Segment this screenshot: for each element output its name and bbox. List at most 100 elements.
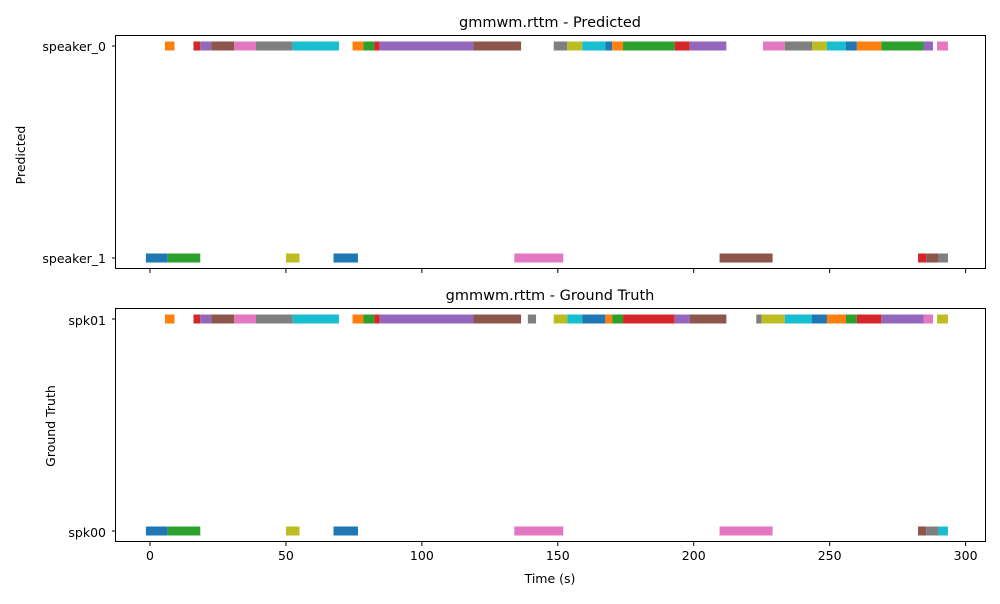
segment-speaker_0-15 <box>605 41 613 51</box>
segment-speaker_0-12 <box>553 41 568 51</box>
segment-spk01-26 <box>845 314 857 324</box>
segment-spk01-30 <box>937 314 948 324</box>
segment-speaker_0-7 <box>352 41 364 51</box>
segment-speaker_0-6 <box>292 41 339 51</box>
segment-speaker_0-0 <box>164 41 175 51</box>
predicted-y-axis-label: Predicted <box>13 126 28 185</box>
segment-spk01-19 <box>674 314 690 324</box>
x-tick-label: 200 <box>682 548 706 563</box>
segment-speaker_0-20 <box>763 41 785 51</box>
ground-truth-title: gmmwm.rttm - Ground Truth <box>446 288 655 304</box>
segment-spk01-25 <box>826 314 846 324</box>
segment-speaker_0-24 <box>845 41 857 51</box>
segment-speaker_0-9 <box>374 41 380 51</box>
segment-speaker_0-1 <box>193 41 201 51</box>
segment-spk00-39 <box>938 526 948 536</box>
segment-spk00-38 <box>926 526 939 536</box>
y-tick-label-spk00: spk00 <box>68 525 106 540</box>
segment-spk01-10 <box>379 314 474 324</box>
segment-spk01-18 <box>623 314 675 324</box>
segment-speaker_0-4 <box>234 41 257 51</box>
x-axis-label: Time (s) <box>524 571 576 586</box>
segment-spk00-34 <box>333 526 358 536</box>
segment-spk01-15 <box>582 314 606 324</box>
segment-speaker_1-31 <box>285 253 300 263</box>
predicted-segments <box>145 41 948 263</box>
segment-speaker_0-5 <box>256 41 293 51</box>
segment-speaker_1-29 <box>145 253 168 263</box>
segment-spk00-36 <box>719 526 773 536</box>
segment-spk01-29 <box>923 314 933 324</box>
segment-speaker_1-32 <box>333 253 358 263</box>
segment-spk01-13 <box>553 314 568 324</box>
x-tick-label: 150 <box>546 548 570 563</box>
segment-spk01-22 <box>761 314 785 324</box>
segment-spk01-1 <box>193 314 201 324</box>
segment-spk01-21 <box>756 314 762 324</box>
segment-spk01-4 <box>234 314 257 324</box>
segment-speaker_0-8 <box>363 41 375 51</box>
segment-speaker_1-34 <box>719 253 773 263</box>
segment-spk01-17 <box>612 314 624 324</box>
segment-spk01-6 <box>292 314 339 324</box>
x-tick-label: 300 <box>954 548 978 563</box>
ground-truth-plot-frame <box>115 308 986 542</box>
segment-speaker_0-21 <box>784 41 812 51</box>
segment-spk00-35 <box>514 526 564 536</box>
y-tick-label-speaker-0: speaker_0 <box>42 39 106 54</box>
segment-spk01-23 <box>784 314 812 324</box>
segment-speaker_1-30 <box>167 253 201 263</box>
segment-speaker_1-37 <box>938 253 948 263</box>
segment-speaker_0-23 <box>826 41 846 51</box>
y-tick-label-spk01: spk01 <box>68 313 106 328</box>
segment-speaker_0-14 <box>582 41 606 51</box>
segment-speaker_0-28 <box>937 41 948 51</box>
segment-speaker_0-19 <box>689 41 727 51</box>
segment-spk01-5 <box>256 314 293 324</box>
predicted-title: gmmwm.rttm - Predicted <box>459 15 641 31</box>
segment-speaker_0-26 <box>881 41 924 51</box>
segment-speaker_0-25 <box>856 41 882 51</box>
segment-spk01-8 <box>363 314 375 324</box>
segment-speaker_0-22 <box>812 41 827 51</box>
predicted-plot-frame <box>115 35 986 269</box>
segment-spk01-11 <box>473 314 522 324</box>
segment-speaker_1-33 <box>514 253 564 263</box>
segment-spk00-37 <box>918 526 927 536</box>
x-tick-label: 100 <box>410 548 434 563</box>
ground-truth-panel: gmmwm.rttm - Ground Truth Ground Truth s… <box>43 288 986 586</box>
segment-speaker_0-3 <box>211 41 235 51</box>
segment-spk01-9 <box>374 314 380 324</box>
x-tick-label: 50 <box>278 548 294 563</box>
segment-spk01-2 <box>200 314 212 324</box>
segment-spk01-16 <box>605 314 613 324</box>
segment-speaker_0-27 <box>923 41 933 51</box>
segment-spk01-27 <box>856 314 882 324</box>
segment-speaker_0-17 <box>623 41 675 51</box>
ground-truth-segments <box>145 314 948 536</box>
segment-spk00-32 <box>167 526 201 536</box>
segment-speaker_0-13 <box>567 41 583 51</box>
segment-speaker_0-11 <box>473 41 522 51</box>
segment-speaker_0-16 <box>612 41 624 51</box>
segment-spk01-14 <box>567 314 583 324</box>
segment-spk01-7 <box>352 314 364 324</box>
segment-spk01-0 <box>164 314 175 324</box>
segment-spk01-3 <box>211 314 235 324</box>
x-tick-label: 250 <box>818 548 842 563</box>
x-tick-label: 0 <box>146 548 154 563</box>
ground-truth-y-axis-label: Ground Truth <box>43 385 58 467</box>
segment-speaker_0-10 <box>379 41 474 51</box>
segment-speaker_1-35 <box>918 253 927 263</box>
ground-truth-x-ticks: 0 50 100 150 200 250 300 <box>112 318 978 563</box>
segment-spk01-20 <box>689 314 727 324</box>
segment-spk00-33 <box>285 526 300 536</box>
y-tick-label-speaker-1: speaker_1 <box>42 251 106 266</box>
segment-spk01-24 <box>812 314 827 324</box>
segment-spk01-28 <box>881 314 924 324</box>
segment-speaker_0-2 <box>200 41 212 51</box>
segment-spk01-12 <box>527 314 537 324</box>
segment-speaker_0-18 <box>674 41 690 51</box>
